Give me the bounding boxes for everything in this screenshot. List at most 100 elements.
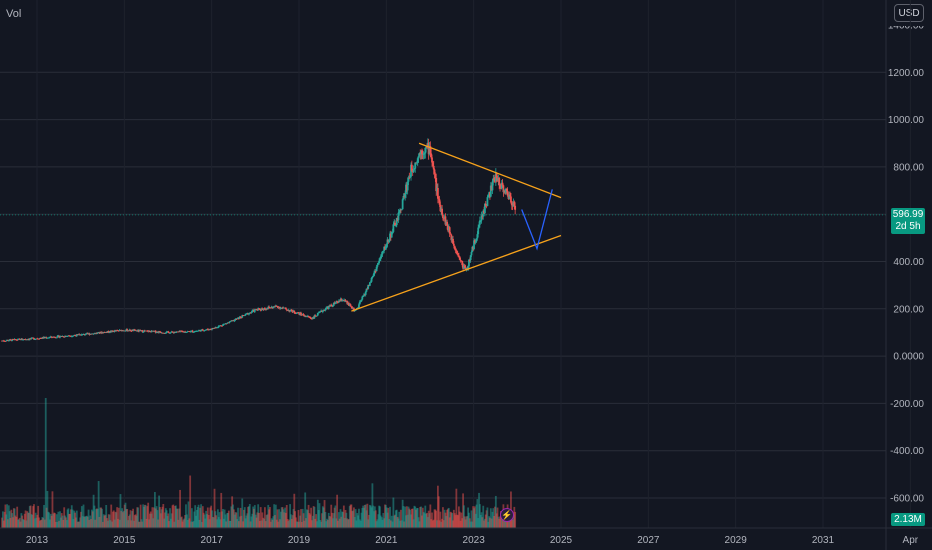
candle-body	[29, 338, 32, 340]
candle-body	[235, 319, 238, 320]
candle-body	[141, 330, 144, 332]
price-tick-label-partial: 1400.00	[888, 21, 925, 32]
volume-bar	[264, 507, 266, 528]
candle-body	[467, 266, 470, 270]
candle-body	[266, 308, 269, 310]
candle-body	[365, 288, 368, 292]
candle-body	[177, 331, 180, 333]
volume-bar	[269, 507, 271, 528]
candle-body	[501, 182, 504, 186]
candle-body	[159, 332, 162, 333]
volume-bar	[429, 504, 432, 528]
volume-bar	[24, 510, 27, 528]
volume-bar	[285, 504, 288, 528]
candle-body	[238, 316, 241, 319]
volume-bar	[222, 508, 224, 528]
volume-bar	[482, 505, 485, 528]
candle-body	[495, 173, 498, 178]
candle-body	[493, 178, 496, 180]
volume-bar	[470, 510, 473, 528]
candle-body	[426, 146, 428, 148]
candle-body	[75, 334, 78, 337]
volume-bar	[87, 509, 90, 528]
currency-button[interactable]: USD	[894, 4, 924, 22]
candle-body	[358, 304, 360, 308]
candle-body	[4, 341, 7, 342]
candle-body	[307, 316, 310, 317]
candle-body	[487, 194, 490, 198]
candle-body	[56, 335, 59, 338]
volume-bar	[411, 508, 414, 528]
volume-bar	[117, 507, 120, 528]
candle-body	[255, 309, 258, 310]
candle-body	[21, 338, 24, 340]
candle-body	[508, 194, 511, 199]
volume-bar	[227, 510, 230, 528]
candle-body	[169, 333, 171, 334]
candle-body	[380, 254, 383, 257]
volume-bar	[2, 511, 4, 528]
candle-body	[222, 324, 224, 326]
volume-bar	[190, 508, 193, 528]
time-tick-label: 2019	[288, 535, 311, 546]
candle-body	[468, 259, 470, 267]
candle-body	[200, 329, 202, 332]
candle-body	[439, 204, 442, 212]
candle-body	[431, 162, 434, 166]
candle-body	[449, 233, 452, 235]
volume-bar	[156, 510, 159, 528]
candle-body	[477, 227, 480, 235]
candle-body	[461, 260, 464, 266]
candle-body	[364, 291, 367, 295]
candle-body	[253, 309, 256, 312]
volume-bar	[6, 504, 9, 528]
candle-body	[381, 251, 384, 255]
candle-body	[167, 331, 170, 333]
candle-body	[62, 336, 65, 338]
volume-bar	[455, 488, 458, 528]
volume-bar	[366, 503, 369, 528]
candle-body	[196, 330, 199, 332]
candle-body	[407, 177, 410, 182]
candle-body	[382, 250, 385, 252]
volume-bar	[297, 509, 300, 528]
candle-body	[402, 195, 405, 200]
candle-body	[468, 259, 471, 261]
candle-body	[248, 313, 250, 315]
candle-body	[68, 335, 71, 337]
candle-body	[369, 281, 372, 283]
candle-body	[267, 306, 270, 309]
candle-body	[275, 305, 278, 307]
candle-body	[117, 330, 120, 332]
candle-body	[366, 288, 369, 290]
candle-body	[50, 336, 53, 338]
volume-bar	[112, 510, 115, 528]
volume-bar	[126, 508, 129, 528]
price-tick-label: 0.0000	[893, 352, 924, 363]
candle-body	[398, 211, 401, 213]
volume-bar	[439, 511, 442, 528]
candle-body	[55, 337, 58, 339]
candle-body	[399, 209, 402, 212]
volume-bar	[336, 494, 339, 528]
volume-bar	[278, 509, 281, 528]
candle-body	[185, 331, 188, 333]
volume-bar	[310, 507, 312, 528]
candle-body	[251, 310, 254, 313]
candle-body	[346, 301, 349, 304]
candle-body	[33, 338, 35, 340]
volume-bar	[398, 511, 401, 528]
candle-body	[124, 330, 127, 332]
candle-body	[16, 339, 19, 341]
candle-body	[127, 330, 130, 332]
candle-body	[295, 313, 298, 314]
candle-body	[377, 263, 380, 265]
candle-body	[510, 202, 513, 206]
lightning-icon[interactable]: ⚡	[500, 508, 514, 522]
candle-body	[216, 327, 219, 329]
candle-body	[233, 319, 236, 322]
candle-body	[249, 312, 252, 314]
candle-body	[239, 316, 242, 318]
candle-body	[438, 199, 441, 205]
